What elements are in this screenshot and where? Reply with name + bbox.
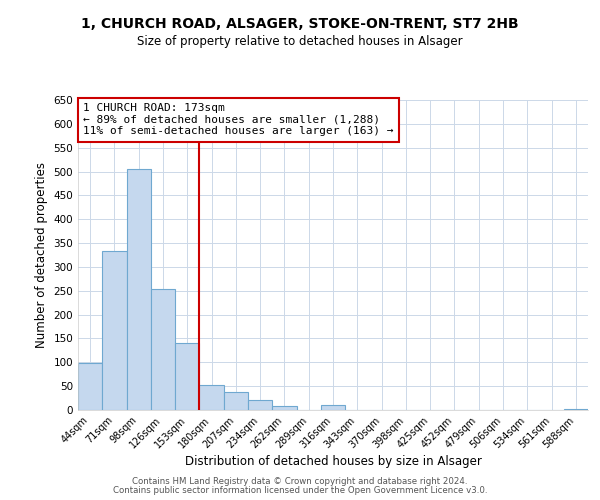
Text: 1, CHURCH ROAD, ALSAGER, STOKE-ON-TRENT, ST7 2HB: 1, CHURCH ROAD, ALSAGER, STOKE-ON-TRENT,… [81, 18, 519, 32]
Text: 1 CHURCH ROAD: 173sqm
← 89% of detached houses are smaller (1,288)
11% of semi-d: 1 CHURCH ROAD: 173sqm ← 89% of detached … [83, 103, 394, 136]
Bar [248, 400, 272, 410]
Text: Contains HM Land Registry data © Crown copyright and database right 2024.: Contains HM Land Registry data © Crown c… [132, 477, 468, 486]
Bar [321, 405, 345, 410]
Bar [102, 251, 127, 410]
X-axis label: Distribution of detached houses by size in Alsager: Distribution of detached houses by size … [185, 456, 481, 468]
Bar [564, 408, 588, 410]
Bar [272, 406, 296, 410]
Bar [78, 364, 102, 410]
Y-axis label: Number of detached properties: Number of detached properties [35, 162, 48, 348]
Bar [199, 384, 224, 410]
Bar [151, 290, 175, 410]
Text: Size of property relative to detached houses in Alsager: Size of property relative to detached ho… [137, 35, 463, 48]
Bar [224, 392, 248, 410]
Bar [127, 169, 151, 410]
Text: Contains public sector information licensed under the Open Government Licence v3: Contains public sector information licen… [113, 486, 487, 495]
Bar [175, 343, 199, 410]
